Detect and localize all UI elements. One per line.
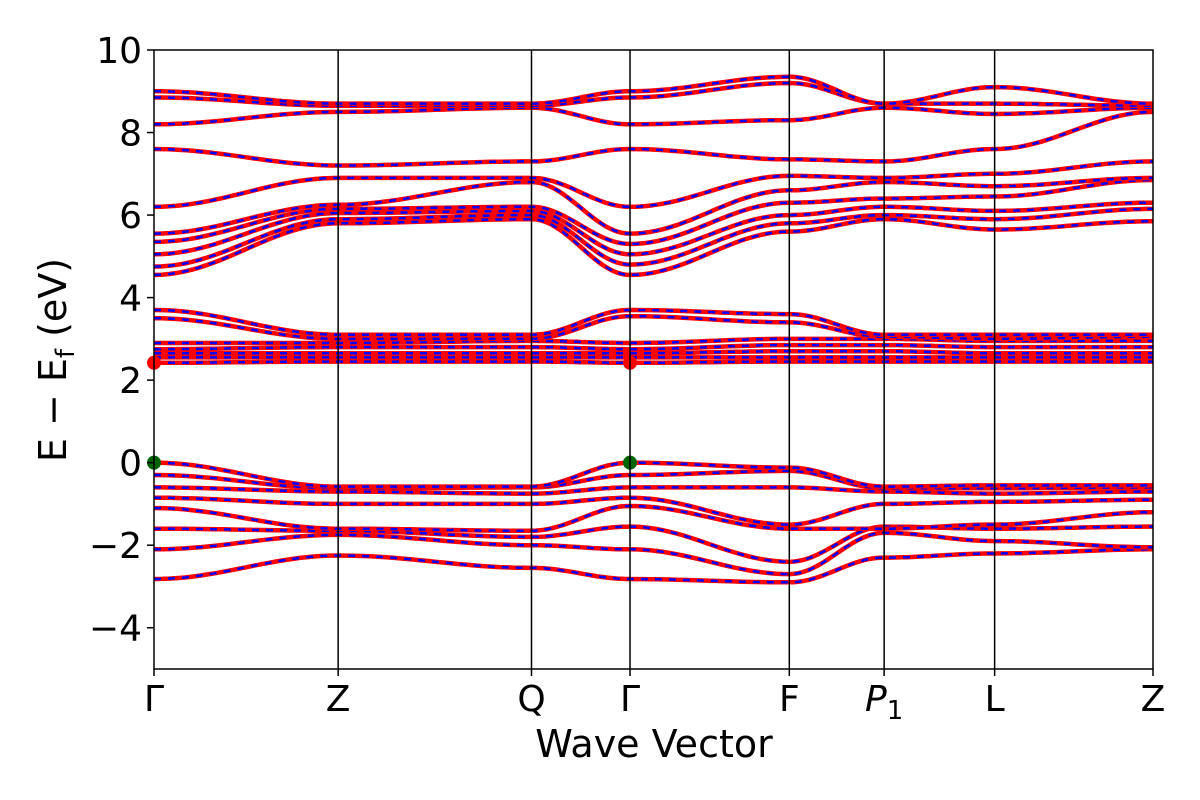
y-axis: −4 −2 0 2 4 6 8 10 xyxy=(89,31,154,650)
y-axis-label-unit: (eV) xyxy=(31,258,75,349)
band-23-dashed xyxy=(153,106,1153,126)
band-21 xyxy=(153,159,1154,210)
x-tick-label-7: L xyxy=(985,679,1005,720)
band-1 xyxy=(153,547,1153,585)
band-1-dashed xyxy=(153,548,1153,584)
band-16-dashed xyxy=(153,217,1153,277)
band-15-dashed xyxy=(153,308,1153,336)
y-tick-label-7: 8 xyxy=(119,114,142,155)
band-23-solid xyxy=(153,105,1153,127)
band-edge-markers xyxy=(147,355,638,470)
bands-layer xyxy=(153,74,1154,585)
band-3 xyxy=(154,524,1153,564)
kpoint-lines xyxy=(337,50,996,669)
x-tick-label-1: Γ xyxy=(144,679,164,720)
y-tick-label-6: 6 xyxy=(119,196,142,237)
band-12-dashed xyxy=(154,343,1153,351)
band-11-dashed xyxy=(154,349,1153,355)
band-6 xyxy=(154,485,1153,496)
x-axis-label: Wave Vector xyxy=(535,722,773,766)
y-tick-label-1: −4 xyxy=(89,609,142,650)
band-17-dashed xyxy=(153,207,1153,268)
band-12 xyxy=(154,342,1153,352)
band-2-solid xyxy=(154,530,1154,577)
x-tick-label-4: Γ xyxy=(620,679,640,720)
band-20-dashed xyxy=(153,176,1154,235)
band-13-dashed xyxy=(154,337,1153,345)
band-19 xyxy=(153,177,1154,247)
x-tick-label-5: F xyxy=(779,679,800,720)
band-18-dashed xyxy=(153,201,1153,256)
band-11 xyxy=(154,348,1153,356)
band-9-dashed xyxy=(154,360,1153,365)
band-19-dashed xyxy=(153,178,1154,246)
band-25-dashed xyxy=(154,75,1153,105)
band-18 xyxy=(153,200,1153,257)
band-2 xyxy=(154,530,1154,577)
band-21-dashed xyxy=(153,160,1154,209)
band-11-solid xyxy=(154,348,1153,356)
x-tick-label-8: Z xyxy=(1141,679,1166,720)
band-23 xyxy=(153,105,1153,127)
y-tick-label-5: 4 xyxy=(119,279,142,320)
band-20 xyxy=(153,175,1154,236)
y-axis-label: E − Ef (eV) xyxy=(31,258,81,462)
plot-frame xyxy=(153,49,1154,670)
y-tick-label-3: 0 xyxy=(119,444,142,485)
x-tick-label-6: P1 xyxy=(865,679,903,726)
band-8-dashed xyxy=(153,461,1153,488)
band-4 xyxy=(154,503,1153,534)
y-tick-label-8: 10 xyxy=(96,31,142,72)
band-25 xyxy=(154,74,1153,106)
band-5-dashed xyxy=(153,496,1153,526)
band-22 xyxy=(153,109,1154,168)
x-axis: Γ Z Q Γ F P1 L Z xyxy=(144,669,1165,726)
y-tick-label-4: 2 xyxy=(119,361,142,402)
band-14-dashed xyxy=(153,314,1153,341)
band-17 xyxy=(153,206,1153,269)
x-tick-label-3: Q xyxy=(517,679,545,720)
band-22-dashed xyxy=(153,110,1154,167)
x-tick-label-2: Z xyxy=(326,679,351,720)
band-9 xyxy=(154,359,1153,366)
band-5 xyxy=(153,495,1153,527)
band-8 xyxy=(153,460,1153,489)
band-12-solid xyxy=(154,342,1153,352)
y-axis-label-main: E − E xyxy=(31,358,75,462)
band-22-solid xyxy=(153,109,1154,168)
band-4-dashed xyxy=(154,504,1153,533)
band-25-solid xyxy=(154,74,1153,106)
band-9-solid xyxy=(154,359,1153,366)
band-14 xyxy=(153,313,1153,342)
band-6-dashed xyxy=(154,486,1153,495)
y-axis-label-subscript: f xyxy=(51,348,81,358)
y-tick-label-2: −2 xyxy=(89,526,142,567)
band-15-solid xyxy=(153,307,1153,337)
band-16 xyxy=(153,216,1153,278)
band-3-dashed xyxy=(154,525,1153,563)
band-15 xyxy=(153,307,1153,337)
